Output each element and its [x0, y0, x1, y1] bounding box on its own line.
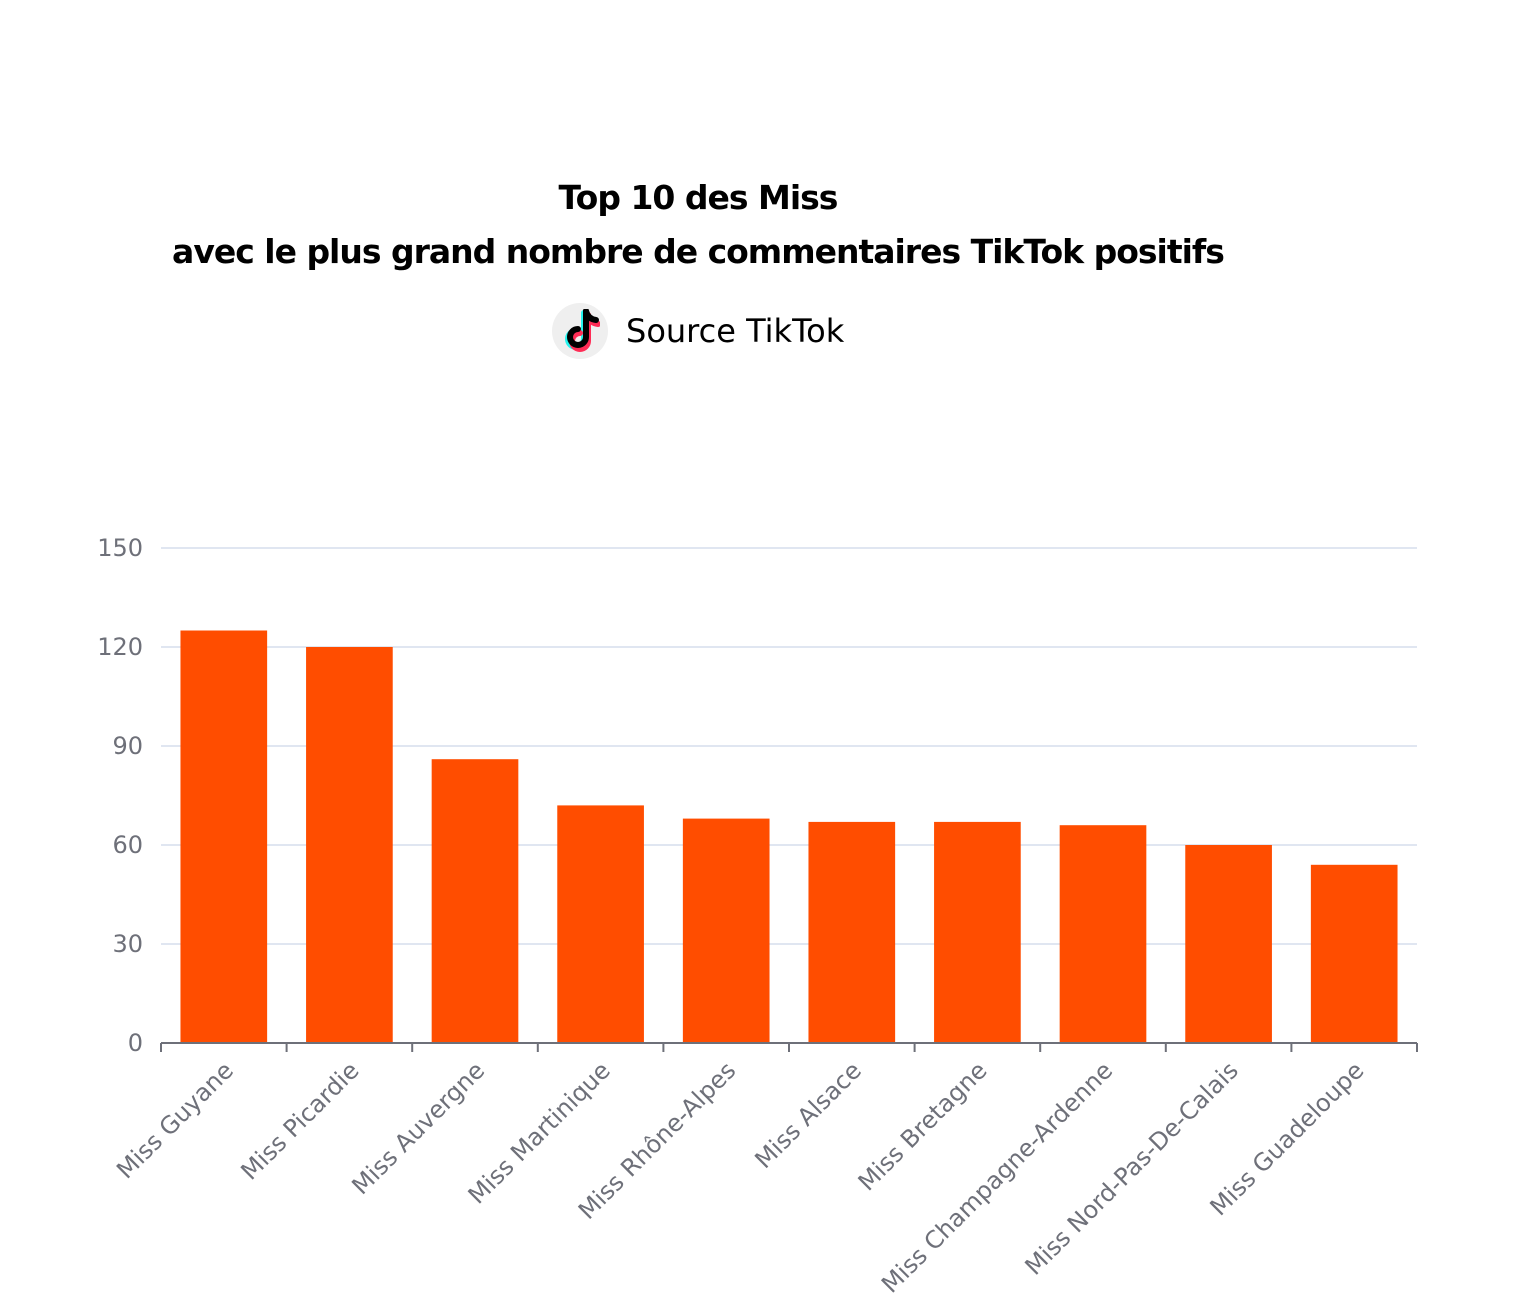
- x-category-label: Miss Picardie: [235, 1056, 364, 1185]
- x-category-label: Miss Bretagne: [853, 1056, 993, 1196]
- x-category-label: Miss Guyane: [111, 1056, 239, 1184]
- y-tick-label: 0: [128, 1029, 143, 1057]
- y-tick-label: 150: [97, 534, 143, 562]
- bar: [808, 821, 896, 1043]
- bar: [557, 805, 644, 1043]
- x-category-label: Miss Nord-Pas-De-Calais: [1020, 1056, 1244, 1280]
- bar: [934, 821, 1021, 1043]
- x-axis: [160, 1042, 1418, 1052]
- bar: [1059, 825, 1147, 1043]
- bar: [1310, 864, 1398, 1043]
- bar: [431, 759, 519, 1043]
- bar: [1185, 845, 1272, 1043]
- bars: [180, 630, 1398, 1043]
- x-category-label: Miss Auvergne: [346, 1056, 490, 1200]
- chart-title: Top 10 des Miss: [558, 178, 839, 217]
- bar: [180, 630, 268, 1043]
- x-category-label: Miss Champagne-Ardenne: [876, 1056, 1118, 1298]
- source-attribution: Source TikTok: [552, 302, 844, 360]
- y-tick-label: 60: [112, 831, 143, 859]
- tiktok-logo-icon: [552, 303, 608, 359]
- y-tick-label: 120: [97, 633, 143, 661]
- y-axis-labels: 0 30 60 90 120 150: [97, 534, 143, 1057]
- x-category-label: Miss Alsace: [749, 1056, 867, 1174]
- chart-subtitle: avec le plus grand nombre de commentaire…: [172, 232, 1225, 271]
- source-label: Source TikTok: [626, 312, 845, 350]
- bar: [306, 647, 393, 1043]
- bar: [682, 818, 770, 1043]
- y-tick-label: 90: [112, 732, 143, 760]
- y-tick-label: 30: [112, 930, 143, 958]
